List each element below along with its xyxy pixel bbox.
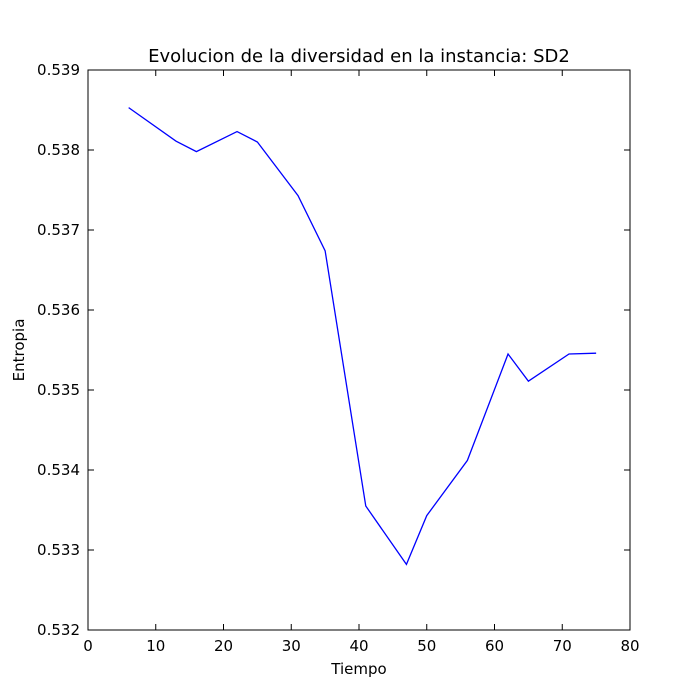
plot-frame (87, 69, 631, 631)
y-tick-label: 0.539 (37, 61, 80, 79)
ticks-layer: 0 10 20 30 40 50 60 70 80 0.532 0.533 0.534 0.535 0.5… (37, 61, 640, 655)
y-tick-label: 0.538 (37, 141, 80, 159)
y-tick-label: 0.535 (37, 381, 80, 399)
y-tick-label: 0.536 (37, 301, 80, 319)
x-tick-label: 50 (417, 637, 436, 655)
x-tick-label: 0 (83, 637, 93, 655)
x-axis-label: Tiempo (330, 660, 386, 678)
x-tick-label: 20 (214, 637, 233, 655)
x-tick-label: 60 (485, 637, 504, 655)
y-tick-label: 0.533 (37, 541, 80, 559)
y-tick-label: 0.537 (37, 221, 80, 239)
x-tick-label: 30 (282, 637, 301, 655)
y-axis-label: Entropia (10, 319, 28, 382)
x-tick-label: 10 (146, 637, 165, 655)
x-tick-label: 40 (349, 637, 368, 655)
y-tick-label: 0.532 (37, 621, 80, 639)
y-tick-label: 0.534 (37, 461, 80, 479)
x-tick-label: 80 (620, 637, 639, 655)
chart-title: Evolucion de la diversidad en la instanc… (148, 46, 570, 67)
series-line (128, 107, 597, 566)
x-tick-label: 70 (553, 637, 572, 655)
series-layer (128, 107, 597, 566)
